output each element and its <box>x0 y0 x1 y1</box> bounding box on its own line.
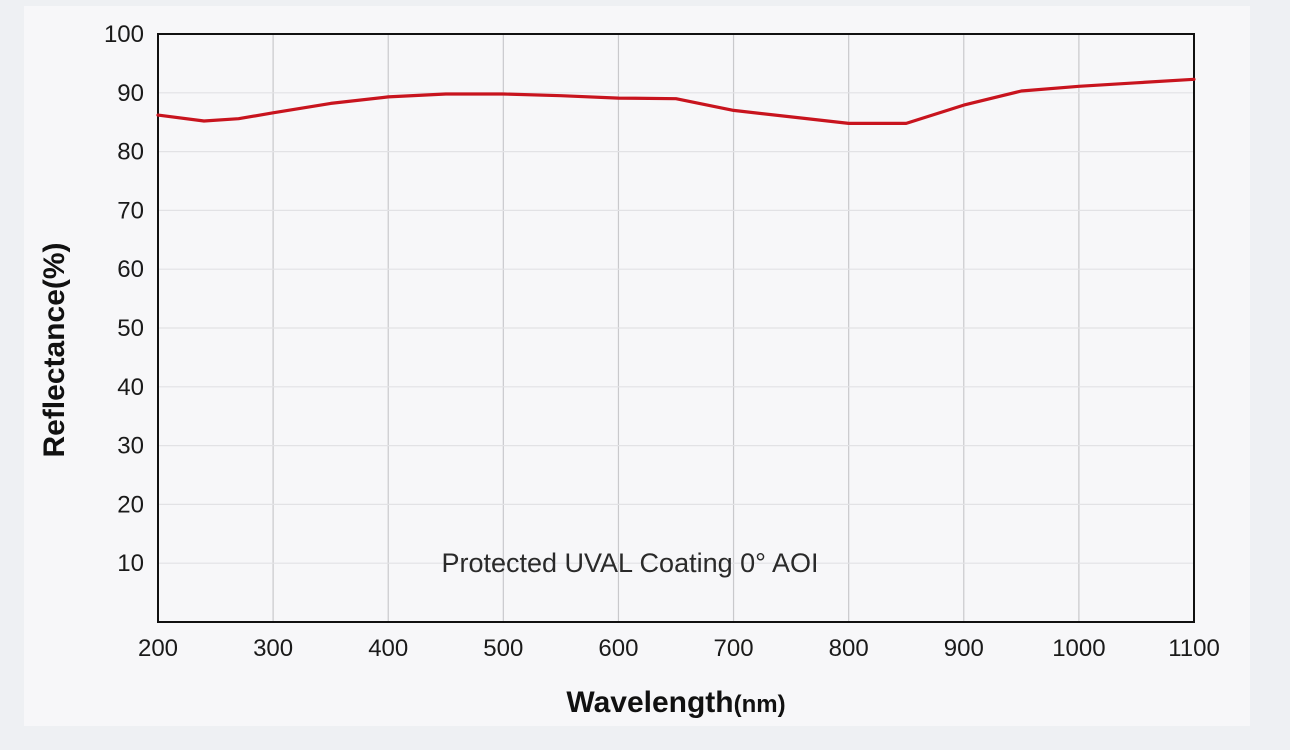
x-tick-label: 900 <box>944 635 984 662</box>
reflectance-series-line <box>156 77 1196 125</box>
y-tick-label: 10 <box>117 550 144 577</box>
x-tick-label: 200 <box>138 635 178 662</box>
reflectance-chart: 200 300 400 500 600 700 800 900 1000 1100 10 20 30 4… <box>38 21 1220 719</box>
y-tick-labels: 10 20 30 40 50 60 70 80 90 100 <box>104 21 144 577</box>
y-tick-label: 90 <box>117 80 144 107</box>
grid-layer <box>158 34 1194 622</box>
chart-figure: 200 300 400 500 600 700 800 900 1000 1100 10 20 30 4… <box>24 6 1250 726</box>
series-layer <box>156 77 1196 125</box>
x-axis-unit: (nm) <box>734 691 786 718</box>
x-tick-label: 500 <box>483 635 523 662</box>
plot-frame <box>157 33 1195 623</box>
x-tick-label: 300 <box>253 635 293 662</box>
y-tick-label: 40 <box>117 374 144 401</box>
y-tick-label: 100 <box>104 21 144 48</box>
y-tick-label: 80 <box>117 139 144 166</box>
x-tick-label: 1100 <box>1168 635 1220 662</box>
y-tick-label: 50 <box>117 315 144 342</box>
x-tick-labels: 200 300 400 500 600 700 800 900 1000 1100 <box>138 635 1220 662</box>
y-tick-label: 70 <box>117 197 144 224</box>
x-tick-label: 600 <box>598 635 638 662</box>
x-axis-title: Wavelength(nm) <box>566 686 785 719</box>
x-tick-label: 400 <box>368 635 408 662</box>
x-tick-label: 1000 <box>1052 635 1105 662</box>
coating-annotation: Protected UVAL Coating 0° AOI <box>441 548 818 578</box>
y-axis-title: Reflectance(%) <box>38 242 71 457</box>
y-tick-label: 30 <box>117 433 144 460</box>
x-tick-label: 800 <box>829 635 869 662</box>
x-tick-label: 700 <box>714 635 754 662</box>
x-axis-title-text: Wavelength <box>566 686 733 719</box>
y-tick-label: 20 <box>117 491 144 518</box>
y-tick-label: 60 <box>117 256 144 283</box>
